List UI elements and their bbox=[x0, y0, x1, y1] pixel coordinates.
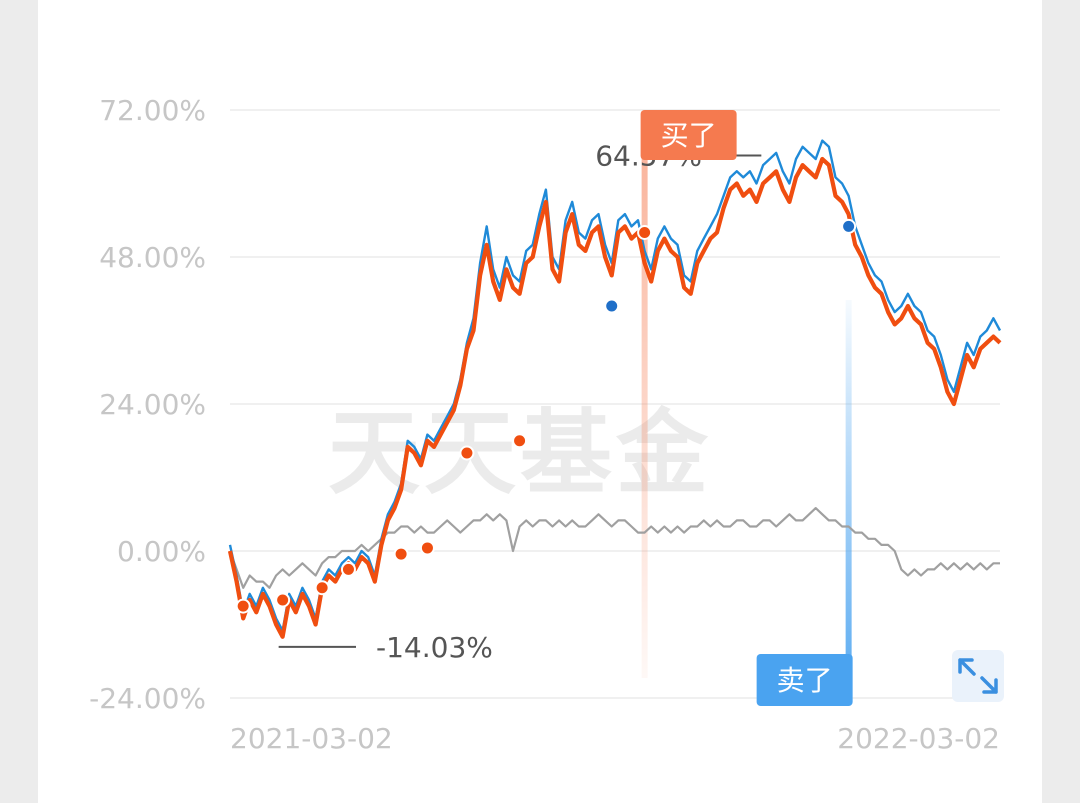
index-series-line bbox=[228, 507, 1000, 589]
buy-point bbox=[314, 580, 330, 596]
buy-point bbox=[393, 546, 409, 562]
expand-icon[interactable] bbox=[952, 650, 1004, 702]
y-tick-label: -24.00% bbox=[89, 682, 206, 715]
fund-return-chart: 72.00% 48.00% 24.00% 0.00% -24.00% 2021-03-0… bbox=[89, 94, 1004, 755]
x-tick-label: 2021-03-02 bbox=[230, 722, 393, 755]
buy-point bbox=[235, 598, 251, 614]
min-label: -14.03% bbox=[376, 631, 493, 664]
sell-tag bbox=[756, 654, 853, 706]
extreme-annotations: 64.57%-14.03% bbox=[278, 140, 762, 664]
sell-point bbox=[604, 298, 620, 314]
benchmark-series-line bbox=[228, 139, 1002, 632]
buy-tag bbox=[640, 110, 737, 160]
sell-point bbox=[841, 218, 857, 234]
buy-point bbox=[637, 225, 653, 240]
watermark: 天天基金 bbox=[328, 399, 712, 507]
trade-marker-lines bbox=[641, 158, 852, 678]
buy-marker-line bbox=[641, 158, 648, 678]
trade-points bbox=[235, 218, 857, 614]
buy-point bbox=[459, 445, 475, 461]
buy-point bbox=[340, 561, 356, 577]
y-tick-label: 0.00% bbox=[117, 535, 206, 568]
sell-marker-line bbox=[845, 300, 852, 660]
buy-point bbox=[419, 540, 435, 556]
y-tick-label: 48.00% bbox=[99, 241, 206, 274]
x-tick-label: 2022-03-02 bbox=[837, 722, 1000, 755]
y-axis-labels: 72.00% 48.00% 24.00% 0.00% -24.00% bbox=[89, 94, 206, 715]
grid bbox=[230, 109, 1000, 699]
y-tick-label: 24.00% bbox=[99, 388, 206, 421]
buy-tag-label: 买了 bbox=[661, 119, 717, 152]
sell-tag-label: 卖了 bbox=[777, 664, 833, 697]
x-axis-labels: 2021-03-02 2022-03-02 bbox=[230, 722, 1000, 755]
buy-point bbox=[512, 433, 528, 449]
y-tick-label: 72.00% bbox=[99, 94, 206, 127]
chart-card: 72.00% 48.00% 24.00% 0.00% -24.00% 2021-03-0… bbox=[38, 0, 1042, 803]
series-lines bbox=[227, 139, 1002, 639]
fund-series-line bbox=[227, 156, 1002, 639]
buy-point bbox=[275, 592, 291, 608]
